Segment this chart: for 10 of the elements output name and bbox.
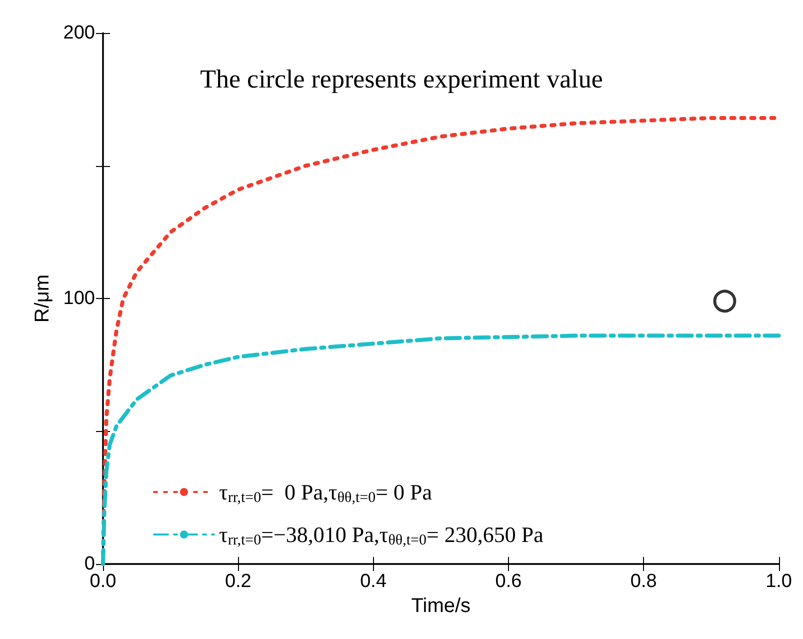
x-tick-label: 0.8 bbox=[630, 571, 657, 592]
x-tick-label: 0.6 bbox=[495, 571, 522, 592]
x-axis-title: Time/s bbox=[411, 594, 471, 617]
x-tick-label: 0.4 bbox=[360, 571, 387, 592]
x-tick-label: 0.2 bbox=[224, 571, 252, 592]
y-tick-label: 200 bbox=[63, 22, 95, 44]
x-tick-label: 1.0 bbox=[766, 571, 792, 592]
y-tick-label: 100 bbox=[63, 288, 95, 309]
y-axis-title: R/μm bbox=[31, 274, 54, 323]
annotation: The circle represents experiment value bbox=[200, 64, 603, 94]
